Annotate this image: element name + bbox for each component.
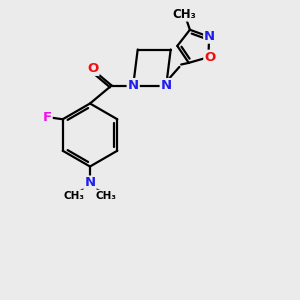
Text: N: N xyxy=(128,79,139,92)
Text: CH₃: CH₃ xyxy=(172,8,197,21)
Text: N: N xyxy=(204,30,215,43)
Text: CH₃: CH₃ xyxy=(95,190,116,201)
Text: CH₃: CH₃ xyxy=(64,190,85,201)
Text: N: N xyxy=(84,176,96,190)
Text: F: F xyxy=(43,111,52,124)
Text: N: N xyxy=(160,79,172,92)
Text: O: O xyxy=(204,51,215,64)
Text: O: O xyxy=(87,62,99,75)
